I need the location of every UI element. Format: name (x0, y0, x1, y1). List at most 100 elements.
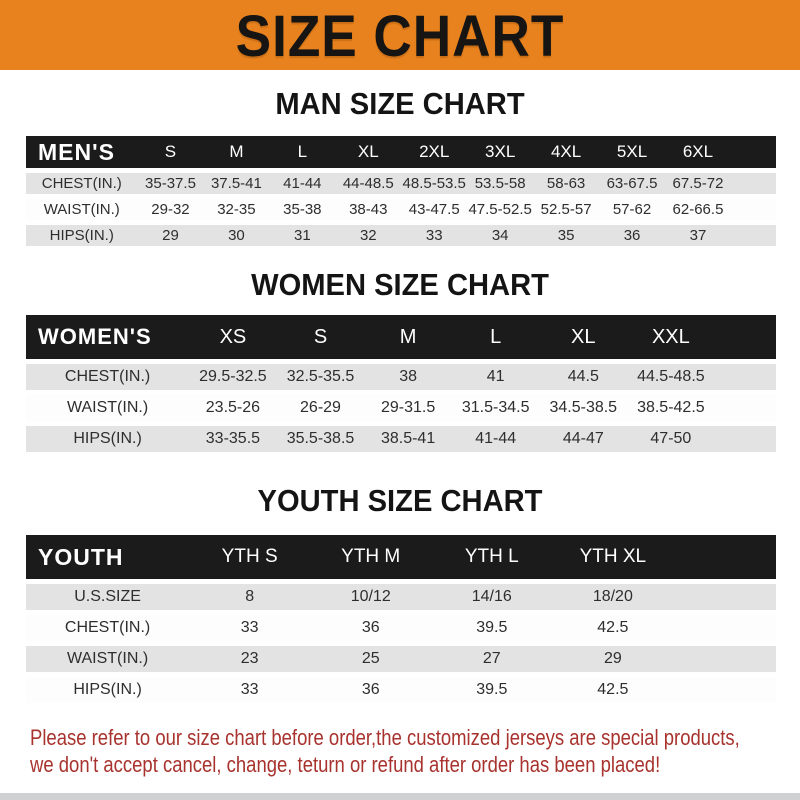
size-value-cell: 37.5-41 (203, 173, 270, 194)
row-filler (714, 364, 776, 390)
size-column-header: M (364, 315, 452, 359)
size-value-cell: 62-66.5 (665, 199, 731, 220)
size-column-header: 5XL (599, 136, 665, 168)
size-column-header: XXL (627, 315, 715, 359)
men-section-title: MAN SIZE CHART (275, 86, 525, 121)
header-filler (714, 315, 776, 359)
row-filler (714, 426, 776, 452)
size-column-header: XL (539, 315, 628, 359)
size-value-cell: 57-62 (599, 199, 665, 220)
measurement-row: HIPS(IN.) 33 36 39.5 42.5 (26, 677, 776, 703)
size-value-cell: 14/16 (431, 584, 553, 610)
measurement-row: CHEST(IN.) 35-37.5 37.5-41 41-44 44-48.5 48.5… (26, 173, 776, 194)
size-chart-banner: SIZE CHART (0, 0, 800, 70)
row-label: HIPS(IN.) (26, 225, 138, 246)
size-column-header: 2XL (401, 136, 468, 168)
size-value-cell: 38 (364, 364, 452, 390)
size-value-cell: 39.5 (431, 677, 553, 703)
row-label: HIPS(IN.) (26, 426, 190, 452)
size-header-row: MEN'S S M L XL 2XL 3XL 4XL 5XL 6XL (26, 136, 776, 168)
size-column-header: 4XL (533, 136, 600, 168)
size-value-cell: 29.5-32.5 (189, 364, 277, 390)
size-column-header: L (269, 136, 336, 168)
size-value-cell: 44-48.5 (335, 173, 402, 194)
size-value-cell: 42.5 (552, 615, 674, 641)
size-value-cell: 44-47 (539, 426, 628, 452)
size-value-cell: 33 (189, 615, 311, 641)
size-value-cell: 38-43 (335, 199, 402, 220)
table-corner-label: YOUTH (26, 535, 190, 579)
size-value-cell: 41-44 (269, 173, 336, 194)
header-filler (673, 535, 776, 579)
size-value-cell: 44.5-48.5 (627, 364, 715, 390)
page-title: SIZE CHART (235, 1, 565, 69)
size-value-cell: 63-67.5 (599, 173, 665, 194)
size-column-header: XS (189, 315, 277, 359)
row-label: HIPS(IN.) (26, 677, 190, 703)
size-value-cell: 38.5-42.5 (627, 395, 715, 421)
size-value-cell: 33 (401, 225, 468, 246)
order-policy-line-2: we don't accept cancel, change, teturn o… (30, 752, 661, 777)
order-policy-note: Please refer to our size chart before or… (0, 724, 800, 778)
size-value-cell: 33 (189, 677, 311, 703)
women-size-table: WOMEN'S XS S M L XL XXL CHEST(IN.) 29.5-32.5 32.5… (26, 310, 776, 457)
row-label: WAIST(IN.) (26, 395, 190, 421)
men-size-table: MEN'S S M L XL 2XL 3XL 4XL 5XL 6XL CHEST(IN.) 35-37… (26, 131, 776, 251)
size-value-cell: 23 (189, 646, 311, 672)
size-value-cell: 47.5-52.5 (467, 199, 534, 220)
size-value-cell: 58-63 (533, 173, 600, 194)
size-value-cell: 34.5-38.5 (539, 395, 628, 421)
size-value-cell: 34 (467, 225, 534, 246)
row-filler (673, 584, 776, 610)
size-column-header: 6XL (665, 136, 731, 168)
header-filler (730, 136, 776, 168)
size-value-cell: 23.5-26 (189, 395, 277, 421)
size-value-cell: 30 (203, 225, 270, 246)
size-column-header: YTH M (310, 535, 432, 579)
size-value-cell: 35 (533, 225, 600, 246)
size-value-cell: 41-44 (451, 426, 540, 452)
size-value-cell: 44.5 (539, 364, 628, 390)
measurement-row: WAIST(IN.) 23 25 27 29 (26, 646, 776, 672)
size-value-cell: 53.5-58 (467, 173, 534, 194)
size-value-cell: 29-31.5 (364, 395, 452, 421)
size-value-cell: 35-37.5 (137, 173, 204, 194)
size-value-cell: 32-35 (203, 199, 270, 220)
size-value-cell: 43-47.5 (401, 199, 468, 220)
measurement-row: CHEST(IN.) 33 36 39.5 42.5 (26, 615, 776, 641)
measurement-row: WAIST(IN.) 23.5-26 26-29 29-31.5 31.5-34.5 34… (26, 395, 776, 421)
size-value-cell: 36 (310, 677, 432, 703)
size-column-header: M (203, 136, 270, 168)
size-value-cell: 67.5-72 (665, 173, 731, 194)
row-label: WAIST(IN.) (26, 199, 138, 220)
row-label: WAIST(IN.) (26, 646, 190, 672)
youth-section-title: YOUTH SIZE CHART (257, 483, 543, 518)
measurement-row: WAIST(IN.) 29-32 32-35 35-38 38-43 43-47.5 47.… (26, 199, 776, 220)
women-section-title: WOMEN SIZE CHART (251, 267, 549, 302)
size-column-header: S (276, 315, 365, 359)
size-value-cell: 31 (269, 225, 336, 246)
size-value-cell: 47-50 (627, 426, 715, 452)
size-value-cell: 27 (431, 646, 553, 672)
size-value-cell: 41 (451, 364, 540, 390)
measurement-row: HIPS(IN.) 33-35.5 35.5-38.5 38.5-41 41-44 44-… (26, 426, 776, 452)
size-column-header: L (451, 315, 540, 359)
size-column-header: XL (335, 136, 402, 168)
measurement-row: CHEST(IN.) 29.5-32.5 32.5-35.5 38 41 44.5 44.5… (26, 364, 776, 390)
table-corner-label: MEN'S (26, 136, 138, 168)
size-value-cell: 52.5-57 (533, 199, 600, 220)
youth-size-table: YOUTH YTH S YTH M YTH L YTH XL U.S.SIZE 8 10/12… (26, 530, 776, 708)
size-value-cell: 42.5 (552, 677, 674, 703)
size-value-cell: 35.5-38.5 (276, 426, 365, 452)
size-value-cell: 29 (137, 225, 204, 246)
size-value-cell: 10/12 (310, 584, 432, 610)
size-value-cell: 35-38 (269, 199, 336, 220)
row-filler (730, 225, 776, 246)
size-value-cell: 36 (310, 615, 432, 641)
row-filler (673, 677, 776, 703)
size-value-cell: 25 (310, 646, 432, 672)
row-filler (714, 395, 776, 421)
row-filler (673, 646, 776, 672)
order-policy-line-1: Please refer to our size chart before or… (30, 725, 740, 750)
row-label: CHEST(IN.) (26, 173, 138, 194)
